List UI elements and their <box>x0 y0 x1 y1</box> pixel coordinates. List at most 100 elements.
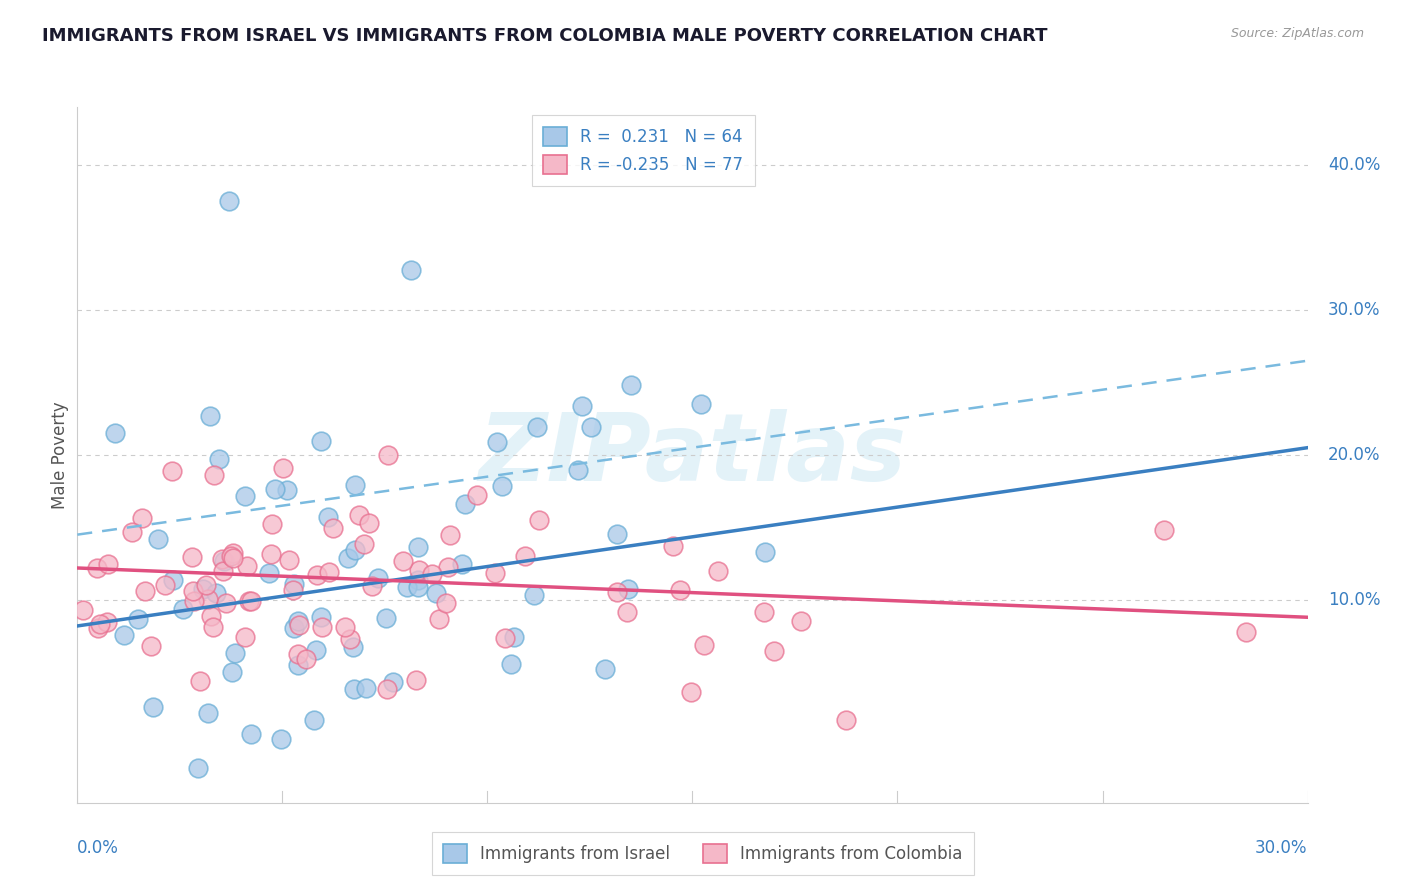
Point <box>96 615 118 630</box>
Point <box>218 194 240 209</box>
Point <box>131 510 153 524</box>
Point <box>405 673 427 688</box>
Point <box>204 586 226 600</box>
Point <box>257 566 280 580</box>
Point <box>181 584 204 599</box>
Point <box>305 642 328 657</box>
Point <box>491 478 513 492</box>
Point <box>434 596 457 610</box>
Point <box>354 681 377 695</box>
Text: 20.0%: 20.0% <box>1329 446 1381 464</box>
Point <box>754 544 776 558</box>
Point <box>406 580 429 594</box>
Text: 40.0%: 40.0% <box>1329 156 1381 174</box>
Point <box>172 602 194 616</box>
Point <box>270 731 292 746</box>
Point <box>214 554 236 568</box>
Point <box>503 630 526 644</box>
Point <box>620 378 643 392</box>
Point <box>263 482 285 496</box>
Point <box>693 638 716 652</box>
Point <box>1153 523 1175 537</box>
Point <box>690 397 713 411</box>
Point <box>260 516 283 531</box>
Point <box>579 420 602 434</box>
Point <box>752 605 775 619</box>
Point <box>494 632 516 646</box>
Point <box>211 552 233 566</box>
Point <box>207 451 229 466</box>
Point <box>367 571 389 585</box>
Point <box>236 559 259 574</box>
Legend: Immigrants from Israel, Immigrants from Colombia: Immigrants from Israel, Immigrants from … <box>432 832 974 875</box>
Point <box>127 612 149 626</box>
Point <box>399 263 422 277</box>
Point <box>353 537 375 551</box>
Point <box>427 612 450 626</box>
Point <box>342 682 364 697</box>
Point <box>606 526 628 541</box>
Point <box>86 560 108 574</box>
Point <box>571 399 593 413</box>
Text: ZIPatlas: ZIPatlas <box>478 409 907 501</box>
Text: 30.0%: 30.0% <box>1329 301 1381 319</box>
Point <box>287 658 309 673</box>
Point <box>1234 624 1257 639</box>
Text: IMMIGRANTS FROM ISRAEL VS IMMIGRANTS FROM COLOMBIA MALE POVERTY CORRELATION CHAR: IMMIGRANTS FROM ISRAEL VS IMMIGRANTS FRO… <box>42 27 1047 45</box>
Point <box>283 621 305 635</box>
Point <box>295 651 318 665</box>
Text: Source: ZipAtlas.com: Source: ZipAtlas.com <box>1230 27 1364 40</box>
Point <box>322 521 344 535</box>
Point <box>617 582 640 596</box>
Point <box>377 682 399 697</box>
Point <box>142 699 165 714</box>
Point <box>104 426 127 441</box>
Point <box>316 510 339 524</box>
Point <box>465 488 488 502</box>
Point <box>342 640 364 655</box>
Point <box>437 560 460 574</box>
Point <box>222 546 245 560</box>
Point <box>309 434 332 449</box>
Point <box>377 448 399 462</box>
Point <box>425 586 447 600</box>
Point <box>146 532 169 546</box>
Point <box>662 540 685 554</box>
Point <box>214 596 236 610</box>
Point <box>523 588 546 602</box>
Point <box>486 435 509 450</box>
Point <box>763 644 786 658</box>
Point <box>238 594 260 608</box>
Text: 0.0%: 0.0% <box>77 839 120 857</box>
Point <box>134 584 156 599</box>
Point <box>191 582 214 597</box>
Point <box>211 565 233 579</box>
Point <box>221 665 243 679</box>
Point <box>381 675 404 690</box>
Point <box>307 568 329 582</box>
Point <box>233 489 256 503</box>
Point <box>318 565 340 579</box>
Point <box>287 614 309 628</box>
Point <box>679 685 702 699</box>
Point <box>360 579 382 593</box>
Point <box>121 525 143 540</box>
Point <box>194 577 217 591</box>
Point <box>454 497 477 511</box>
Point <box>309 610 332 624</box>
Point <box>197 706 219 720</box>
Point <box>162 573 184 587</box>
Point <box>233 630 256 644</box>
Point <box>219 549 242 563</box>
Point <box>153 578 176 592</box>
Point <box>271 461 294 475</box>
Point <box>336 551 359 566</box>
Point <box>406 540 429 554</box>
Point <box>302 713 325 727</box>
Point <box>181 550 204 565</box>
Point <box>347 508 370 522</box>
Point <box>97 557 120 571</box>
Point <box>222 550 245 565</box>
Point <box>406 573 429 587</box>
Point <box>239 727 262 741</box>
